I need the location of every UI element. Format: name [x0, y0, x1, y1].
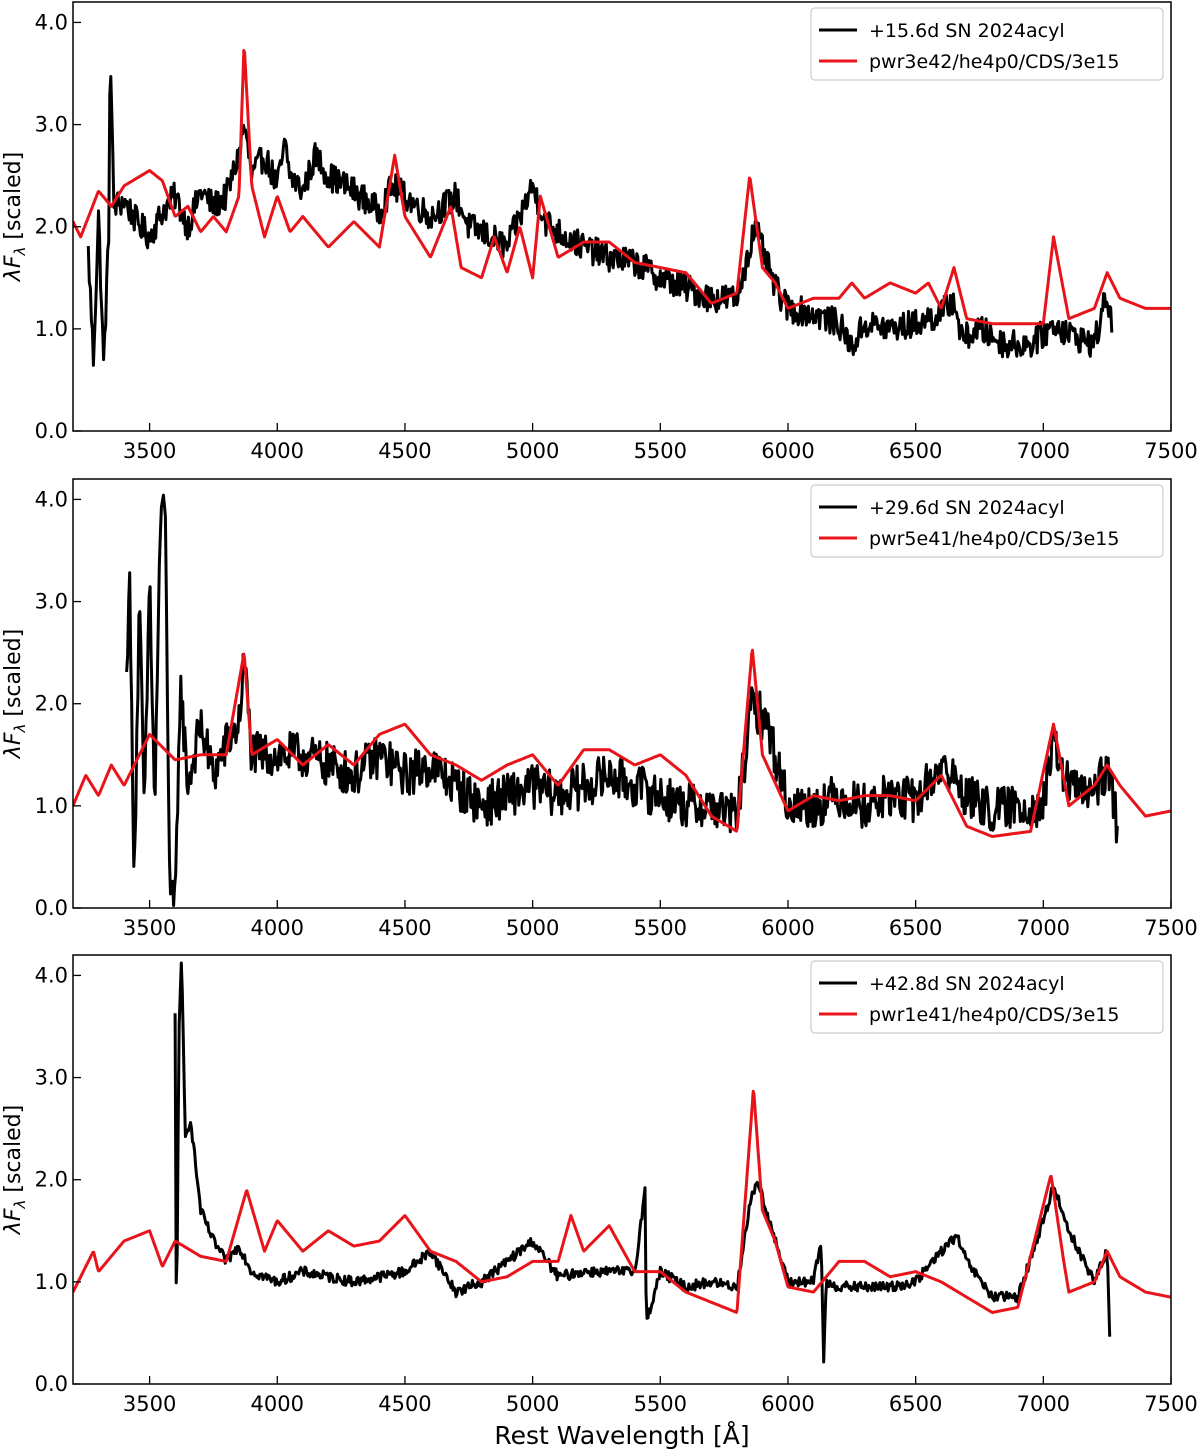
panel-middle: 3500 4000 4500 5000 5500 6000 6500 7000 7500 0.0 1… [1, 478, 1198, 940]
y-tick-label: 4.0 [35, 963, 68, 987]
axes-frame [72, 1, 1172, 432]
x-tick-label: 6000 [761, 1392, 814, 1416]
y-axis-label: λFλ [scaled] [1, 629, 29, 759]
axes-frame [72, 954, 1172, 1385]
y-tick-label: 4.0 [35, 487, 68, 511]
y-tick-label: 0.0 [35, 419, 68, 443]
series-line-observed [173, 961, 1112, 1364]
legend-label-observed: +15.6d SN 2024acyl [869, 20, 1065, 42]
x-tick-label: 6500 [889, 439, 942, 463]
y-tick-label: 0.0 [35, 896, 68, 920]
y-tick-label: 1.0 [35, 794, 68, 818]
legend-label-observed: +29.6d SN 2024acyl [869, 497, 1065, 519]
legend: +42.8d SN 2024acyl pwr1e41/he4p0/CDS/3e15 [810, 960, 1164, 1034]
x-tick-label: 7500 [1144, 916, 1197, 940]
legend-label-model: pwr5e41/he4p0/CDS/3e15 [869, 528, 1119, 550]
y-axis-label: λFλ [scaled] [1, 152, 29, 282]
legend-label-observed: +42.8d SN 2024acyl [869, 973, 1065, 995]
x-tick-label: 4000 [251, 1392, 304, 1416]
x-tick-label: 7000 [1017, 916, 1070, 940]
x-tick-label: 7500 [1144, 1392, 1197, 1416]
x-tick-label: 4000 [251, 439, 304, 463]
y-tick-label: 2.0 [35, 692, 68, 716]
panel-top: 3500 4000 4500 5000 5500 6000 6500 7000 7500 0.0 1… [1, 1, 1198, 463]
axes-frame [72, 478, 1172, 909]
x-tick-label: 5000 [506, 916, 559, 940]
x-tick-label: 7000 [1017, 439, 1070, 463]
legend-label-model: pwr3e42/he4p0/CDS/3e15 [869, 51, 1119, 73]
x-tick-label: 6500 [889, 1392, 942, 1416]
x-tick-label: 4500 [378, 1392, 431, 1416]
x-tick-label: 5500 [634, 439, 687, 463]
y-tick-label: 2.0 [35, 1168, 68, 1192]
x-tick-label: 4500 [378, 439, 431, 463]
series-line-model [73, 1089, 1171, 1314]
x-axis-label: Rest Wavelength [Å] [494, 1421, 749, 1450]
panel-bottom: 3500 4000 4500 5000 5500 6000 6500 7000 7500 0.0 1… [1, 954, 1198, 1416]
x-tick-label: 7500 [1144, 439, 1197, 463]
y-tick-label: 1.0 [35, 317, 68, 341]
y-tick-label: 4.0 [35, 10, 68, 34]
x-tick-label: 7000 [1017, 1392, 1070, 1416]
series-line-model [73, 648, 1171, 838]
series-line-model [73, 49, 1171, 326]
y-axis-label: λFλ [scaled] [1, 1105, 29, 1235]
legend: +29.6d SN 2024acyl pwr5e41/he4p0/CDS/3e15 [810, 484, 1164, 558]
x-tick-label: 6000 [761, 439, 814, 463]
x-tick-label: 4000 [251, 916, 304, 940]
x-tick-label: 5000 [506, 439, 559, 463]
x-tick-label: 6000 [761, 916, 814, 940]
y-tick-label: 1.0 [35, 1270, 68, 1294]
y-tick-label: 3.0 [35, 1066, 68, 1090]
x-tick-label: 5000 [506, 1392, 559, 1416]
y-tick-label: 0.0 [35, 1372, 68, 1396]
series-line-observed [86, 75, 1114, 367]
y-tick-label: 2.0 [35, 215, 68, 239]
x-tick-label: 5500 [634, 1392, 687, 1416]
legend: +15.6d SN 2024acyl pwr3e42/he4p0/CDS/3e15 [810, 7, 1164, 81]
x-tick-label: 3500 [123, 1392, 176, 1416]
x-tick-label: 3500 [123, 916, 176, 940]
y-tick-label: 3.0 [35, 113, 68, 137]
x-tick-label: 6500 [889, 916, 942, 940]
x-tick-label: 5500 [634, 916, 687, 940]
x-tick-label: 4500 [378, 916, 431, 940]
legend-label-model: pwr1e41/he4p0/CDS/3e15 [869, 1004, 1119, 1026]
y-tick-label: 3.0 [35, 590, 68, 614]
x-tick-label: 3500 [123, 439, 176, 463]
